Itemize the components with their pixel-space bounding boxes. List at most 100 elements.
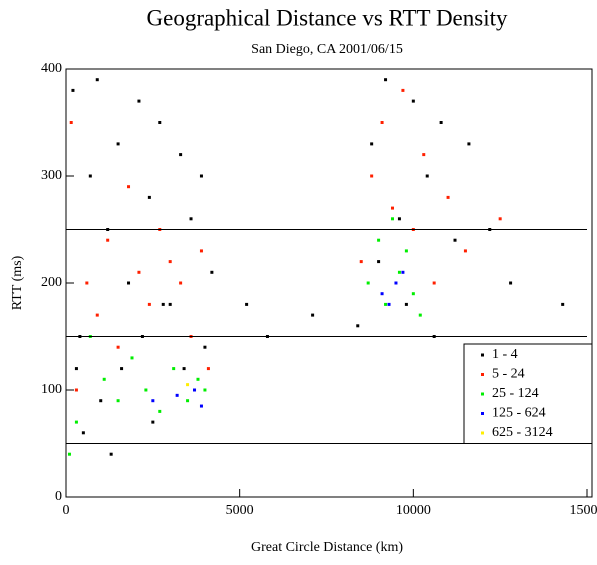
- legend-box: [463, 343, 593, 444]
- legend-marker: [481, 431, 484, 435]
- point: [69, 121, 73, 124]
- x-axis-label: Great Circle Distance (km): [251, 540, 403, 555]
- point: [439, 121, 443, 124]
- point: [404, 249, 408, 253]
- point: [561, 302, 565, 306]
- point: [397, 217, 401, 221]
- point: [397, 270, 401, 274]
- point: [161, 302, 165, 306]
- point: [394, 281, 398, 285]
- point: [189, 217, 193, 221]
- point: [116, 345, 120, 349]
- point: [71, 88, 75, 92]
- point: [206, 367, 210, 371]
- point: [199, 249, 203, 253]
- legend-marker: [481, 353, 484, 357]
- point: [467, 142, 471, 146]
- point: [172, 367, 176, 371]
- point: [377, 238, 381, 242]
- y-tick-label: 200: [41, 275, 62, 290]
- point: [356, 324, 360, 328]
- point: [158, 121, 162, 124]
- y-tick-label: 400: [41, 61, 62, 76]
- point: [95, 313, 99, 317]
- point: [106, 238, 110, 242]
- point: [120, 367, 124, 371]
- legend-label: 25 - 124: [492, 386, 539, 401]
- point: [116, 399, 120, 403]
- legend-label: 5 - 24: [492, 367, 525, 382]
- chart-title: Geographical Distance vs RTT Density: [147, 5, 508, 30]
- point: [390, 206, 394, 210]
- point: [137, 270, 141, 274]
- x-tick-label: 15000: [570, 503, 597, 518]
- point: [81, 431, 85, 435]
- legend-label: 1 - 4: [492, 347, 518, 362]
- point: [418, 313, 422, 317]
- point: [74, 367, 78, 371]
- legend-label: 125 - 624: [492, 406, 546, 421]
- point: [384, 302, 388, 306]
- point: [193, 388, 197, 392]
- legend-marker: [481, 392, 484, 396]
- point: [127, 281, 131, 285]
- point: [158, 409, 162, 413]
- x-tick-label: 0: [63, 503, 70, 518]
- point: [377, 260, 381, 264]
- point: [498, 217, 502, 221]
- point: [99, 399, 103, 403]
- chart-subtitle: San Diego, CA 2001/06/15: [251, 42, 403, 57]
- point: [311, 313, 315, 317]
- point: [182, 367, 186, 371]
- point: [196, 377, 200, 381]
- point: [425, 174, 429, 178]
- point: [88, 174, 92, 178]
- point: [102, 377, 106, 381]
- point: [127, 185, 131, 189]
- point: [384, 78, 388, 82]
- point: [453, 238, 457, 242]
- point: [199, 404, 203, 408]
- x-tick-label: 10000: [396, 503, 431, 518]
- point: [401, 270, 405, 274]
- point: [179, 153, 183, 157]
- legend-label: 625 - 3124: [492, 425, 553, 440]
- point: [116, 142, 120, 146]
- point: [390, 217, 394, 221]
- point: [147, 302, 151, 306]
- point: [359, 260, 363, 264]
- point: [203, 345, 207, 349]
- y-tick-label: 300: [41, 168, 62, 183]
- point: [175, 393, 179, 397]
- point: [168, 260, 172, 264]
- point: [95, 78, 99, 82]
- point: [168, 302, 172, 306]
- y-tick-label: 100: [41, 382, 62, 397]
- point: [147, 195, 151, 199]
- point: [203, 388, 207, 392]
- point: [422, 153, 426, 157]
- point: [411, 292, 415, 296]
- point: [151, 399, 155, 403]
- point: [370, 142, 374, 146]
- legend-marker: [481, 373, 484, 376]
- point: [411, 99, 415, 103]
- point: [85, 281, 89, 285]
- point: [245, 302, 249, 306]
- point: [432, 281, 436, 285]
- point: [74, 420, 78, 424]
- point: [380, 121, 384, 124]
- point: [67, 452, 71, 456]
- point: [151, 420, 155, 424]
- point: [186, 399, 190, 403]
- point: [509, 281, 513, 285]
- point: [109, 452, 113, 456]
- y-axis-label: RTT (ms): [10, 255, 25, 310]
- point: [210, 270, 214, 274]
- point: [74, 388, 78, 392]
- y-tick-label: 0: [55, 489, 62, 504]
- legend-marker: [481, 412, 484, 415]
- point: [370, 174, 374, 178]
- point: [186, 383, 190, 387]
